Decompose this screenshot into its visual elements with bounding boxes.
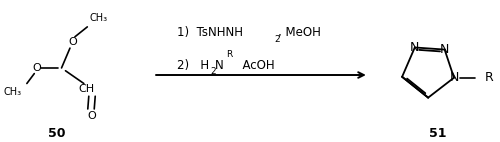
Text: R: R [226,50,232,59]
Text: O: O [68,37,77,47]
Text: R: R [485,71,494,84]
Text: 1)  TsNHNH: 1) TsNHNH [177,26,243,39]
Text: 51: 51 [430,127,447,140]
Text: O: O [87,111,96,121]
Text: 50: 50 [48,127,66,140]
Text: 2: 2 [274,35,280,44]
Text: N: N [440,43,450,56]
Text: N: N [410,41,420,54]
Text: CH₃: CH₃ [90,13,108,23]
Text: CH₃: CH₃ [4,87,22,97]
Text: N: N [450,71,458,84]
Text: AcOH: AcOH [235,59,275,72]
Text: 2: 2 [210,67,216,76]
Text: O: O [32,63,41,73]
Text: CH: CH [78,84,94,94]
Text: , MeOH: , MeOH [278,26,321,39]
Text: N: N [214,59,224,72]
Text: 2)   H: 2) H [177,59,209,72]
